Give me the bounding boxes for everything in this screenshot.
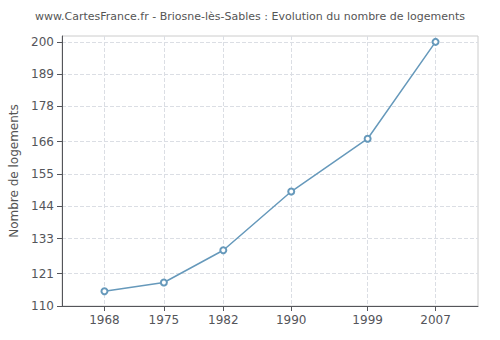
svg-text:178: 178 (31, 99, 54, 113)
svg-text:1968: 1968 (89, 313, 120, 327)
svg-text:2007: 2007 (420, 313, 451, 327)
svg-text:133: 133 (31, 232, 54, 246)
svg-text:166: 166 (31, 135, 54, 149)
svg-text:155: 155 (31, 167, 54, 181)
svg-text:1990: 1990 (276, 313, 307, 327)
svg-text:189: 189 (31, 67, 54, 81)
svg-text:1975: 1975 (149, 313, 180, 327)
svg-text:1999: 1999 (352, 313, 383, 327)
svg-text:200: 200 (31, 35, 54, 49)
svg-text:www.CartesFrance.fr - Briosne-: www.CartesFrance.fr - Briosne-lès-Sables… (35, 10, 465, 23)
svg-text:1982: 1982 (208, 313, 239, 327)
svg-text:110: 110 (31, 299, 54, 313)
svg-text:121: 121 (31, 267, 54, 281)
svg-text:144: 144 (31, 199, 54, 213)
svg-text:Nombre de logements: Nombre de logements (7, 104, 21, 238)
